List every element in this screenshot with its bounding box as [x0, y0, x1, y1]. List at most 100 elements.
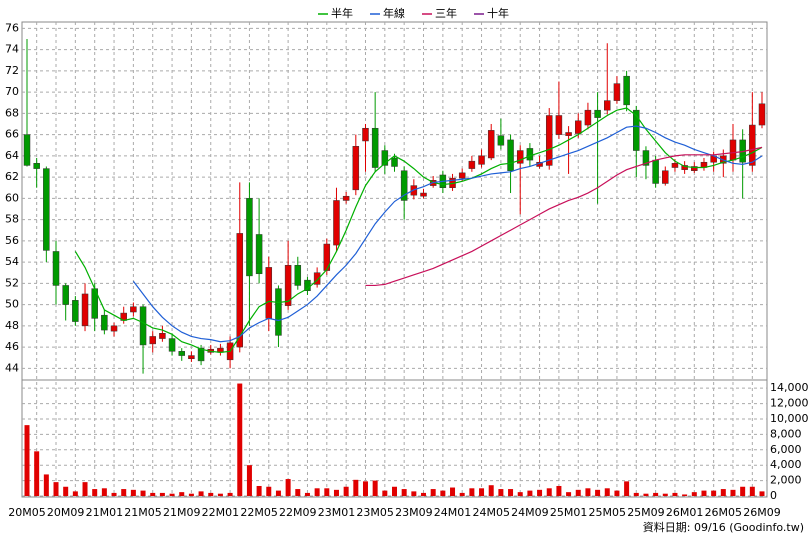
x-tick-label: 24M01 — [434, 506, 472, 519]
plot-frame — [21, 21, 768, 498]
volume-bar — [256, 485, 262, 496]
candle-body — [691, 166, 698, 171]
volume-bar — [730, 489, 736, 496]
volume-bar — [63, 486, 69, 496]
candle-body — [294, 265, 302, 286]
volume-bar — [285, 479, 291, 496]
y-tick-label: 46 — [5, 340, 19, 353]
candle-body — [604, 100, 611, 111]
volume-bar — [469, 488, 475, 496]
volume-bar — [82, 482, 88, 496]
volume-bar — [527, 490, 533, 496]
volume-bar — [304, 492, 310, 496]
volume-bar — [759, 491, 765, 496]
candle-body — [52, 251, 60, 286]
volume-bar — [295, 489, 301, 496]
y2-tick-label: 10,000 — [770, 412, 808, 425]
candle-body — [33, 163, 40, 169]
legend-label: 三年 — [435, 6, 457, 20]
volume-bar — [672, 492, 678, 496]
candle-body — [110, 325, 118, 332]
volume-bar — [101, 488, 107, 496]
legend-label: 年線 — [383, 6, 405, 20]
x-tick-label: 25M01 — [550, 506, 588, 519]
volume-bar — [24, 425, 30, 496]
volume-bar — [643, 493, 649, 496]
candle-body — [62, 285, 69, 305]
ma-line — [74, 107, 763, 353]
footer: 資料日期: 09/16 (Goodinfo.tw) — [643, 520, 804, 534]
y2-tick-label: 12,000 — [770, 397, 808, 410]
x-tick-label: 25M09 — [627, 506, 665, 519]
volume-bar — [701, 490, 707, 496]
legend-label: 十年 — [487, 6, 509, 20]
volume-bar — [372, 480, 378, 496]
volume-bar — [575, 489, 581, 496]
volume-bar — [208, 492, 214, 496]
x-tick-label: 24M05 — [472, 506, 510, 519]
candle-body — [478, 155, 485, 165]
volume-bar — [749, 486, 755, 496]
volume-bar — [566, 492, 572, 496]
candle-body — [265, 267, 273, 319]
candle-body — [458, 172, 466, 179]
volume-bar — [343, 486, 349, 496]
volume-bar — [266, 486, 272, 496]
candle-body — [555, 115, 563, 135]
volume-bar — [333, 489, 339, 496]
volume-bar — [517, 492, 523, 496]
candle-body — [758, 103, 766, 126]
volume-bar — [140, 490, 146, 496]
x-tick-label: 21M01 — [86, 506, 124, 519]
candle-body — [130, 306, 137, 313]
candle-body — [246, 198, 253, 277]
volume-bar — [362, 481, 368, 496]
volume-bar — [92, 489, 98, 496]
candle-body — [333, 200, 340, 246]
candle-body — [497, 135, 505, 146]
volume-bar — [537, 489, 543, 496]
candle-body — [729, 139, 737, 161]
volume-bar — [595, 489, 601, 496]
volume-bar — [585, 488, 591, 496]
volume-bar — [401, 489, 407, 496]
volume-bar — [682, 494, 688, 496]
candle-body — [642, 150, 650, 166]
y-tick-label: 64 — [5, 149, 19, 162]
candle-body — [575, 120, 582, 134]
candle-body — [323, 243, 331, 271]
volume-bar — [314, 488, 320, 496]
x-tick-label: 26M01 — [666, 506, 704, 519]
candle-body — [681, 165, 688, 170]
volume-bar — [121, 489, 127, 496]
volume-bar — [188, 493, 194, 496]
volume-bar — [479, 488, 485, 496]
candle-body — [662, 170, 669, 184]
ma-line — [365, 146, 763, 287]
x-tick-label: 22M05 — [240, 506, 278, 519]
x-tick-label: 22M09 — [279, 506, 317, 519]
volume-bar — [353, 479, 359, 496]
x-tick-label: 26M09 — [743, 506, 781, 519]
candle-body — [400, 170, 408, 201]
candle-body — [545, 115, 553, 166]
volume-bar — [411, 491, 417, 496]
x-tick-label: 23M09 — [395, 506, 433, 519]
volume-bar — [179, 492, 185, 496]
candle-body — [101, 314, 108, 331]
volume-bar — [450, 487, 456, 496]
y-tick-label: 48 — [5, 319, 19, 332]
candle-body — [72, 300, 79, 322]
candle-body — [565, 132, 572, 136]
candle-body — [507, 139, 514, 171]
volume-bar — [556, 485, 562, 496]
x-tick-label: 24M09 — [511, 506, 549, 519]
ma-line — [132, 125, 763, 343]
volume-bar — [111, 492, 117, 496]
y-tick-label: 76 — [5, 21, 19, 34]
x-tick-label: 20M05 — [8, 506, 46, 519]
x-tick-label: 20M09 — [47, 506, 85, 519]
volume-bar — [169, 493, 175, 496]
candle-body — [652, 159, 659, 184]
